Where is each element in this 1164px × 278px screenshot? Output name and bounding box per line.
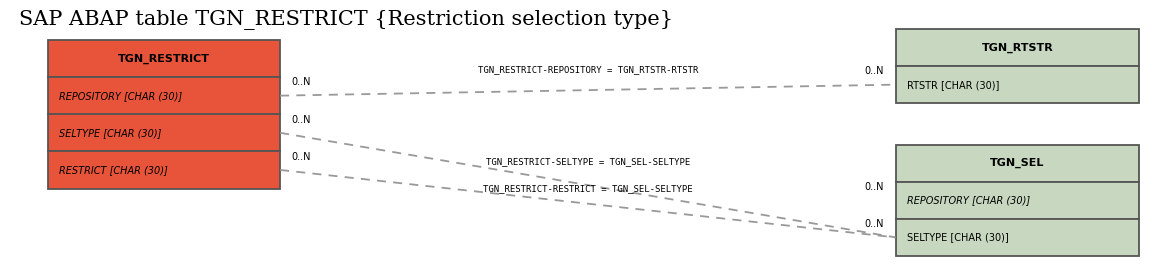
Text: 0..N: 0..N xyxy=(292,77,311,87)
Text: 0..N: 0..N xyxy=(865,182,883,192)
Text: 0..N: 0..N xyxy=(865,219,883,229)
Text: TGN_RTSTR: TGN_RTSTR xyxy=(981,42,1053,53)
Bar xyxy=(48,114,281,152)
Text: SELTYPE [CHAR (30)]: SELTYPE [CHAR (30)] xyxy=(907,232,1009,242)
Text: 0..N: 0..N xyxy=(292,152,311,162)
Text: TGN_RESTRICT-SELTYPE = TGN_SEL-SELTYPE: TGN_RESTRICT-SELTYPE = TGN_SEL-SELTYPE xyxy=(485,157,690,166)
Text: TGN_RESTRICT-RESTRICT = TGN_SEL-SELTYPE: TGN_RESTRICT-RESTRICT = TGN_SEL-SELTYPE xyxy=(483,184,693,193)
Bar xyxy=(895,145,1140,182)
Text: REPOSITORY [CHAR (30)]: REPOSITORY [CHAR (30)] xyxy=(59,91,183,101)
Text: TGN_RESTRICT: TGN_RESTRICT xyxy=(118,53,210,64)
Text: SELTYPE [CHAR (30)]: SELTYPE [CHAR (30)] xyxy=(59,128,162,138)
Bar xyxy=(48,40,281,77)
Bar xyxy=(895,219,1140,256)
Bar xyxy=(48,77,281,114)
Text: TGN_RESTRICT-REPOSITORY = TGN_RTSTR-RTSTR: TGN_RESTRICT-REPOSITORY = TGN_RTSTR-RTST… xyxy=(477,64,698,74)
Text: 0..N: 0..N xyxy=(292,115,311,125)
Bar xyxy=(895,182,1140,219)
Text: 0..N: 0..N xyxy=(865,66,883,76)
Text: TGN_SEL: TGN_SEL xyxy=(991,158,1044,168)
Bar xyxy=(895,29,1140,66)
Text: RESTRICT [CHAR (30)]: RESTRICT [CHAR (30)] xyxy=(59,165,169,175)
Bar xyxy=(48,152,281,188)
Text: RTSTR [CHAR (30)]: RTSTR [CHAR (30)] xyxy=(907,80,1000,90)
Text: SAP ABAP table TGN_RESTRICT {Restriction selection type}: SAP ABAP table TGN_RESTRICT {Restriction… xyxy=(19,10,673,30)
Text: REPOSITORY [CHAR (30)]: REPOSITORY [CHAR (30)] xyxy=(907,195,1030,205)
Bar xyxy=(895,66,1140,103)
